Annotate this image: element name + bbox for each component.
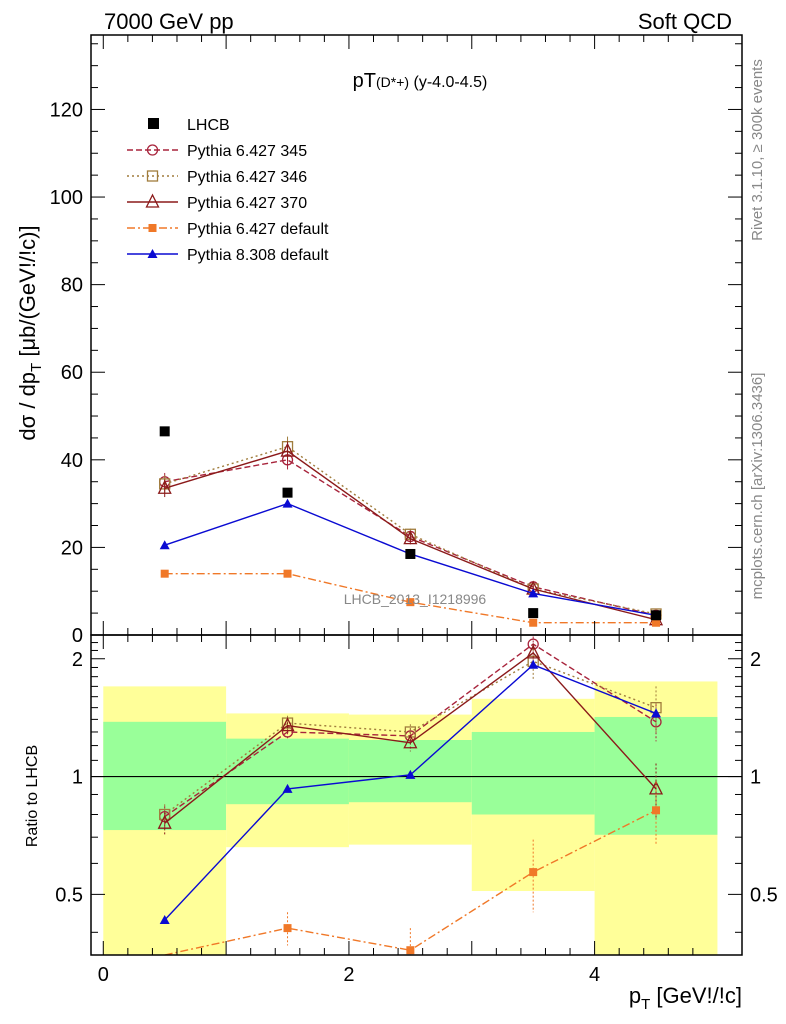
x-label-rest: [GeV!/!c] bbox=[650, 983, 742, 1008]
x-axis-label: pT [GeV!/!c] bbox=[629, 983, 742, 1013]
ratio-point bbox=[280, 717, 295, 732]
legend-label: Pythia 8.308 default bbox=[187, 247, 329, 264]
y-tick-label: 60 bbox=[61, 362, 83, 384]
ratio-point bbox=[159, 808, 171, 821]
ratio-tick-label: 2 bbox=[72, 649, 83, 671]
y-tick-label: 20 bbox=[61, 537, 83, 559]
data-point-lhcb bbox=[282, 487, 293, 498]
y-tick-label: 120 bbox=[50, 99, 83, 121]
y-tick-label: 80 bbox=[61, 275, 83, 297]
legend-marker bbox=[146, 170, 159, 182]
legend-marker bbox=[148, 224, 157, 232]
header-right: Soft QCD bbox=[638, 9, 732, 34]
series-line bbox=[164, 572, 657, 624]
y-tick-label: 100 bbox=[50, 187, 83, 209]
legend-label: Pythia 6.427 default bbox=[187, 221, 329, 238]
series-point bbox=[159, 540, 170, 550]
legend-entry: Pythia 8.308 default bbox=[127, 247, 329, 264]
legend-marker bbox=[147, 249, 158, 258]
x-tick-label: 0 bbox=[98, 964, 109, 986]
x-tick-label: 4 bbox=[589, 964, 600, 986]
series-3 bbox=[160, 569, 661, 956]
ratio-point bbox=[405, 769, 416, 779]
data-point-lhcb bbox=[651, 610, 662, 621]
data-points-layer bbox=[159, 426, 662, 621]
ratio-point bbox=[528, 659, 539, 669]
legend-label: Pythia 6.427 370 bbox=[187, 195, 307, 212]
legend-entry: Pythia 6.427 370 bbox=[127, 193, 307, 212]
ratio-point bbox=[283, 924, 292, 933]
legend-label: Pythia 6.427 345 bbox=[187, 143, 307, 160]
series-point bbox=[652, 618, 661, 627]
data-point-lhcb bbox=[159, 426, 170, 437]
mcplots-label: mcplots.cern.ch [arXiv:1306.3436] bbox=[749, 373, 766, 600]
series-point bbox=[406, 598, 415, 607]
ratio-point bbox=[652, 806, 661, 815]
series-point bbox=[160, 569, 169, 578]
series-point bbox=[529, 618, 538, 627]
ratio-point bbox=[526, 644, 541, 659]
title-main: pT bbox=[353, 70, 376, 92]
ratio-tick-label-right: 0.5 bbox=[750, 884, 778, 906]
legend-marker bbox=[145, 193, 160, 208]
data-point-lhcb bbox=[405, 548, 416, 559]
y-label-sub: T bbox=[28, 363, 45, 372]
y-axis-label: dσ / dpT [μb/(GeV!/!c)] bbox=[15, 225, 45, 440]
legend-entry: Pythia 6.427 346 bbox=[127, 169, 307, 186]
y-label-main: dσ / dp bbox=[15, 372, 40, 441]
ratio-bands bbox=[103, 681, 718, 955]
legend-marker bbox=[148, 118, 159, 129]
ratio-frame bbox=[90, 634, 743, 956]
series-point bbox=[157, 479, 172, 494]
legend-marker bbox=[146, 144, 159, 156]
legend-label: LHCB bbox=[187, 117, 230, 134]
series-point bbox=[280, 442, 295, 457]
rivet-label: Rivet 3.1.10, ≥ 300k events bbox=[749, 59, 766, 241]
legend: LHCB Pythia 6.427 345 Pythia 6.427 346 Pyth… bbox=[127, 117, 329, 264]
title-rest: (y-4.0-4.5) bbox=[409, 74, 487, 91]
x-label-main: p bbox=[629, 983, 641, 1008]
series-point bbox=[283, 569, 292, 578]
ratio-tick-label: 1 bbox=[72, 767, 83, 789]
ratio-axis-label: Ratio to LHCB bbox=[24, 745, 41, 847]
analysis-label: LHCB_2013_I1218996 bbox=[344, 591, 487, 607]
ratio-tick-label-right: 2 bbox=[750, 649, 761, 671]
ratio-series-line bbox=[164, 660, 657, 816]
ratio-point bbox=[403, 734, 418, 749]
ratio-point bbox=[282, 783, 293, 793]
series-line bbox=[164, 459, 657, 616]
ratio-series-line bbox=[164, 809, 657, 956]
data-point-lhcb bbox=[528, 608, 539, 619]
plot-title: pT(D*+) (y-4.0-4.5) bbox=[353, 70, 488, 92]
y-tick-label: 40 bbox=[61, 450, 83, 472]
ratio-point bbox=[406, 946, 415, 955]
ratio-point bbox=[157, 814, 172, 829]
ratio-tick-label-right: 1 bbox=[750, 767, 761, 789]
series-point bbox=[403, 530, 418, 545]
ratio-tick-label: 0.5 bbox=[55, 884, 83, 906]
y-label-rest: [μb/(GeV!/!c)] bbox=[15, 225, 40, 362]
legend-entry: Pythia 6.427 345 bbox=[127, 143, 307, 160]
ratio-point bbox=[529, 868, 538, 877]
ratio-band-green bbox=[471, 731, 595, 815]
legend-entry: Pythia 6.427 default bbox=[127, 221, 329, 238]
series-point bbox=[528, 588, 539, 598]
ratio-band-green bbox=[226, 738, 349, 805]
x-label-sub: T bbox=[641, 996, 650, 1013]
ratio-point bbox=[159, 915, 170, 925]
series-line bbox=[164, 445, 657, 615]
legend-entry: LHCB bbox=[148, 117, 230, 134]
y-tick-label: 0 bbox=[72, 625, 83, 647]
ratio-point bbox=[651, 708, 662, 718]
header-left: 7000 GeV pp bbox=[104, 9, 234, 34]
legend-label: Pythia 6.427 346 bbox=[187, 169, 307, 186]
title-sub: (D*+) bbox=[376, 74, 409, 90]
series-point bbox=[282, 498, 293, 508]
x-tick-label: 2 bbox=[343, 964, 354, 986]
